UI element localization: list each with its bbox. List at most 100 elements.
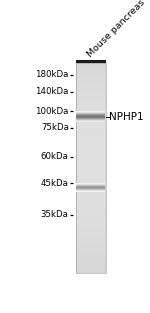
Bar <box>105 226 106 227</box>
Bar <box>76 240 77 241</box>
Bar <box>76 165 77 166</box>
Bar <box>105 242 106 243</box>
Bar <box>105 185 106 186</box>
Bar <box>76 125 77 126</box>
Bar <box>105 250 106 251</box>
Bar <box>76 71 77 72</box>
Bar <box>76 213 77 214</box>
Bar <box>76 109 106 110</box>
Bar <box>105 261 106 262</box>
Text: 100kDa: 100kDa <box>35 106 69 115</box>
Bar <box>76 76 77 77</box>
Bar <box>105 228 106 229</box>
Text: 75kDa: 75kDa <box>41 123 69 132</box>
Bar <box>76 124 77 125</box>
Bar <box>76 215 106 216</box>
Bar <box>105 221 106 222</box>
Bar <box>76 112 77 113</box>
Bar <box>76 271 106 272</box>
Bar <box>76 221 106 222</box>
Bar <box>76 196 77 197</box>
Bar <box>105 95 106 96</box>
Bar <box>76 83 77 84</box>
Bar <box>105 191 106 192</box>
Bar <box>76 246 106 247</box>
Bar <box>76 228 106 229</box>
Bar <box>76 119 106 120</box>
Bar <box>76 264 106 265</box>
Bar <box>76 132 106 133</box>
Bar <box>76 238 106 239</box>
Bar <box>76 138 106 139</box>
Bar <box>76 129 77 130</box>
Bar <box>76 67 106 68</box>
Bar <box>76 91 77 92</box>
Bar <box>76 192 77 193</box>
Bar <box>76 265 106 266</box>
Bar <box>105 207 106 208</box>
Bar <box>76 178 106 179</box>
Bar <box>76 148 77 149</box>
Bar <box>76 136 106 137</box>
Bar <box>76 212 106 213</box>
Bar <box>76 205 77 206</box>
Bar <box>76 68 77 69</box>
Bar <box>76 110 106 111</box>
Bar <box>76 165 106 166</box>
Bar <box>76 77 77 78</box>
Bar <box>76 251 106 252</box>
Bar <box>105 201 106 202</box>
Bar <box>105 159 106 160</box>
Bar <box>76 135 106 136</box>
Bar <box>105 231 106 232</box>
Bar <box>76 110 77 111</box>
Bar <box>105 78 106 79</box>
Bar <box>76 245 106 246</box>
Bar <box>76 191 77 192</box>
Bar <box>76 175 106 176</box>
Bar <box>105 108 106 109</box>
Bar <box>76 231 77 232</box>
Bar <box>105 170 106 171</box>
Bar <box>76 65 106 66</box>
Bar <box>105 220 106 221</box>
Bar <box>76 263 106 264</box>
Bar <box>76 94 106 95</box>
Bar <box>76 223 77 224</box>
Bar <box>76 111 77 112</box>
Bar <box>76 237 106 238</box>
Bar <box>76 93 77 94</box>
Bar <box>105 218 106 219</box>
Bar <box>76 251 77 252</box>
Bar <box>76 144 106 145</box>
Bar <box>105 257 106 258</box>
Bar <box>76 215 77 216</box>
Bar <box>105 127 106 128</box>
Bar <box>105 137 106 138</box>
Bar <box>76 88 106 89</box>
Bar <box>76 96 77 97</box>
Bar <box>76 236 106 237</box>
Bar <box>76 135 77 136</box>
Bar <box>76 197 77 198</box>
Bar <box>76 86 106 87</box>
Text: 45kDa: 45kDa <box>41 179 69 188</box>
Bar <box>76 163 106 164</box>
Bar <box>76 194 106 195</box>
Bar <box>105 269 106 270</box>
Text: 140kDa: 140kDa <box>35 87 69 96</box>
Bar <box>105 99 106 100</box>
Bar <box>105 64 106 65</box>
Bar <box>76 125 106 126</box>
Bar <box>76 220 77 221</box>
Bar <box>76 226 77 227</box>
Bar <box>105 240 106 241</box>
Bar <box>76 130 106 131</box>
Bar <box>105 204 106 205</box>
Bar <box>105 109 106 110</box>
Bar <box>76 74 77 75</box>
Bar <box>76 153 77 154</box>
Bar <box>76 209 77 210</box>
Bar <box>76 106 77 107</box>
Bar <box>76 162 106 163</box>
